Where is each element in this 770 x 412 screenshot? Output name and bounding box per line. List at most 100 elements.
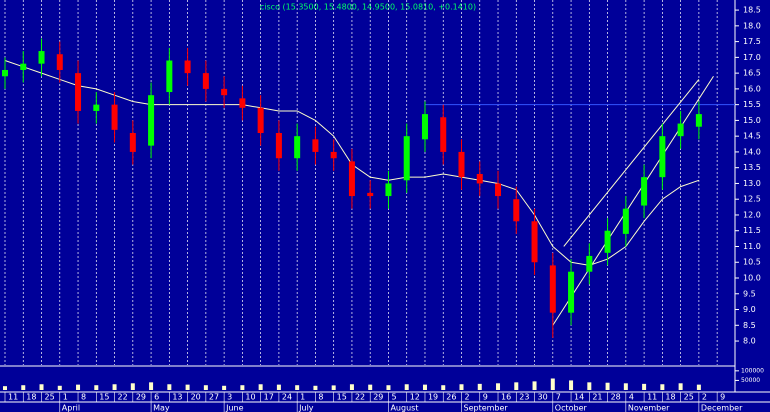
- candle-body: [604, 230, 611, 253]
- candle-body: [221, 88, 228, 96]
- x-tick-label: 9: [720, 393, 725, 402]
- month-label: July: [298, 404, 314, 412]
- volume-bar: [696, 384, 701, 390]
- candle-body: [275, 133, 282, 159]
- x-tick-label: 4: [629, 393, 634, 402]
- candle-body: [586, 255, 593, 272]
- candle-body: [677, 123, 684, 137]
- x-tick-label: 19: [428, 393, 438, 402]
- y-tick-label: 15.5: [743, 100, 761, 109]
- volume-bar: [222, 385, 227, 390]
- candle-body: [348, 161, 355, 197]
- volume-bar: [203, 385, 208, 390]
- x-tick-label: 15: [337, 393, 347, 402]
- x-tick-label: 17: [264, 393, 274, 402]
- volume-bar: [313, 385, 318, 390]
- candle-body: [440, 117, 447, 152]
- y-tick-label: 14.0: [743, 147, 761, 156]
- x-tick-label: 12: [410, 393, 420, 402]
- candle-body: [476, 173, 483, 184]
- x-tick-label: 11: [8, 393, 18, 402]
- volume-bar: [94, 385, 99, 390]
- y-tick-label: 13.0: [743, 179, 761, 188]
- x-tick-label: 18: [665, 393, 675, 402]
- x-tick-label: 6: [154, 393, 159, 402]
- candle-body: [330, 151, 337, 159]
- x-tick-label: 8: [81, 393, 86, 402]
- volume-bar: [149, 382, 154, 390]
- x-tick-label: 8: [318, 393, 323, 402]
- y-tick-label: 12.5: [743, 195, 761, 204]
- candle-body: [75, 73, 82, 111]
- candle-body: [403, 136, 410, 181]
- volume-bar: [331, 385, 336, 390]
- volume-bar: [130, 383, 135, 390]
- candle-body: [257, 107, 264, 134]
- x-tick-label: 5: [391, 393, 396, 402]
- volume-bar: [477, 383, 482, 390]
- volume-bar: [660, 384, 665, 390]
- candle-body: [367, 192, 374, 197]
- volume-bar: [39, 384, 44, 390]
- candle-body: [148, 95, 155, 146]
- x-tick-label: 13: [172, 393, 182, 402]
- x-tick-label: 29: [136, 393, 146, 402]
- month-label: June: [225, 404, 244, 412]
- x-tick-label: 1: [300, 393, 305, 402]
- y-tick-label: 10.5: [743, 258, 761, 267]
- x-tick-label: 18: [26, 393, 36, 402]
- x-tick-label: 16: [501, 393, 511, 402]
- month-label: August: [390, 404, 418, 412]
- x-tick-label: 15: [99, 393, 109, 402]
- volume-tick-label: 50000: [741, 377, 760, 384]
- candle-body: [622, 208, 629, 234]
- x-tick-label: 1: [63, 393, 68, 402]
- candle-body: [312, 139, 319, 152]
- volume-bar: [550, 378, 555, 390]
- x-tick-label: 26: [446, 393, 456, 402]
- candle-body: [38, 51, 45, 64]
- month-label: May: [153, 404, 170, 412]
- volume-bar: [422, 384, 427, 390]
- chart-title: cisco (15.3500, 15.4800, 14.9500, 15.081…: [260, 3, 476, 12]
- volume-bar: [605, 382, 610, 390]
- y-tick-label: 12.0: [743, 210, 761, 219]
- x-tick-label: 11: [647, 393, 657, 402]
- y-tick-label: 13.5: [743, 163, 761, 172]
- x-tick-label: 3: [227, 393, 232, 402]
- candle-body: [184, 60, 191, 74]
- candle-body: [294, 136, 301, 159]
- volume-tick-label: 100000: [741, 367, 764, 374]
- y-tick-label: 16.5: [743, 69, 761, 78]
- volume-bar: [295, 385, 300, 390]
- y-tick-label: 15.0: [743, 116, 761, 125]
- x-tick-label: 10: [245, 393, 255, 402]
- x-tick-label: 9: [483, 393, 488, 402]
- trend-line: [563, 79, 700, 247]
- x-tick-label: 20: [191, 393, 201, 402]
- volume-bar: [441, 385, 446, 390]
- candle-body: [202, 73, 209, 89]
- trend-line: [552, 76, 714, 326]
- x-tick-label: 21: [592, 393, 602, 402]
- candle-body: [166, 60, 173, 93]
- volume-bar: [57, 385, 62, 390]
- month-label: April: [62, 404, 80, 412]
- y-tick-label: 18.0: [743, 21, 761, 30]
- month-label: October: [555, 404, 588, 412]
- volume-bar: [368, 384, 373, 390]
- volume-bar: [21, 385, 26, 390]
- volume-bar: [587, 382, 592, 390]
- x-tick-label: 22: [118, 393, 128, 402]
- volume-bar: [167, 384, 172, 390]
- x-tick-label: 29: [373, 393, 383, 402]
- x-tick-label: 30: [538, 393, 548, 402]
- candle-body: [239, 98, 246, 108]
- volume-bar: [258, 384, 263, 390]
- volume-bar: [3, 386, 7, 390]
- candle-body: [495, 183, 502, 197]
- candle-body: [695, 114, 702, 127]
- candle-body: [568, 271, 575, 313]
